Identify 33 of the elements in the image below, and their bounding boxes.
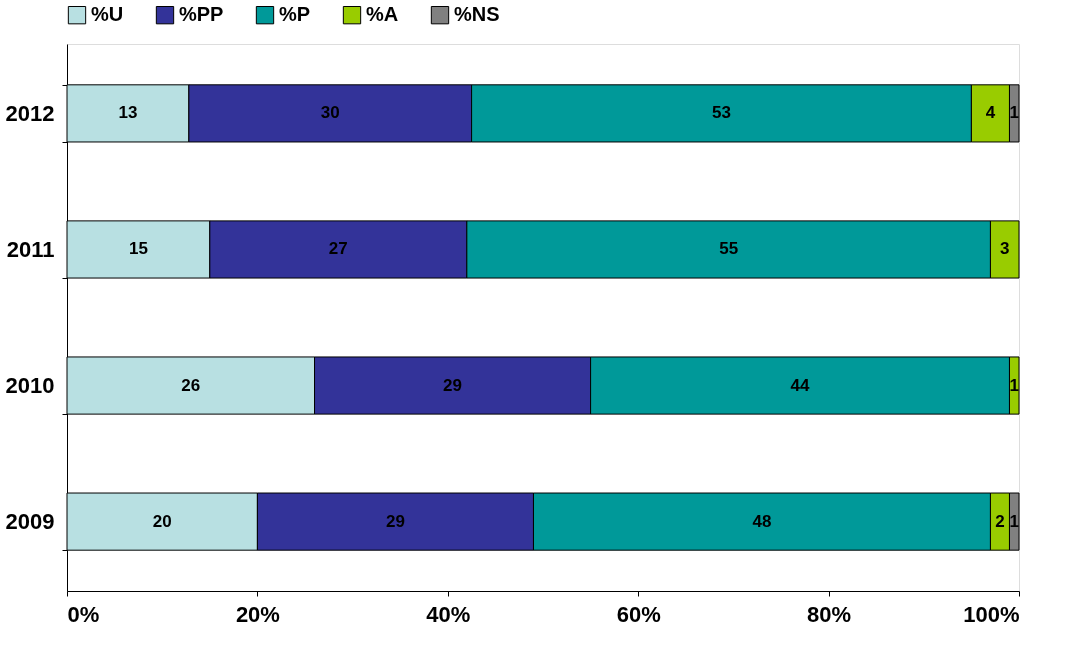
data-label: 20 (152, 511, 172, 531)
data-label: 29 (385, 511, 405, 531)
legend-label: %U (91, 3, 124, 26)
data-label: 26 (181, 375, 201, 395)
y-tick-label: 2012 (5, 100, 55, 126)
data-label: 3 (999, 239, 1010, 259)
data-label: 48 (752, 511, 772, 531)
data-label: 15 (128, 239, 148, 259)
data-label: 44 (790, 375, 811, 395)
data-label: 1 (1009, 103, 1019, 123)
x-tick-label: 0% (67, 601, 100, 627)
data-label: 53 (712, 103, 731, 123)
y-tick-label: 2010 (5, 373, 55, 399)
x-tick-label: 20% (235, 601, 280, 627)
data-label: 2 (995, 511, 1005, 531)
data-label: 30 (320, 103, 340, 123)
data-label: 1 (1009, 511, 1019, 531)
x-tick-label: 40% (426, 601, 471, 627)
data-label: 1 (1009, 375, 1019, 395)
y-tick-label: 2009 (5, 509, 55, 535)
legend-label: %P (279, 3, 311, 26)
legend-label: %PP (179, 3, 224, 26)
data-label: 13 (118, 103, 138, 123)
data-label: 55 (719, 239, 739, 259)
data-label: 29 (443, 375, 463, 395)
x-tick-label: 60% (616, 601, 661, 627)
legend-label: %NS (454, 3, 500, 26)
x-tick-label: 80% (807, 601, 852, 627)
x-tick-label: 100% (963, 601, 1020, 627)
data-label: 27 (328, 239, 348, 259)
data-label: 4 (985, 103, 996, 123)
legend-label: %A (366, 3, 399, 26)
y-tick-label: 2011 (6, 236, 55, 262)
